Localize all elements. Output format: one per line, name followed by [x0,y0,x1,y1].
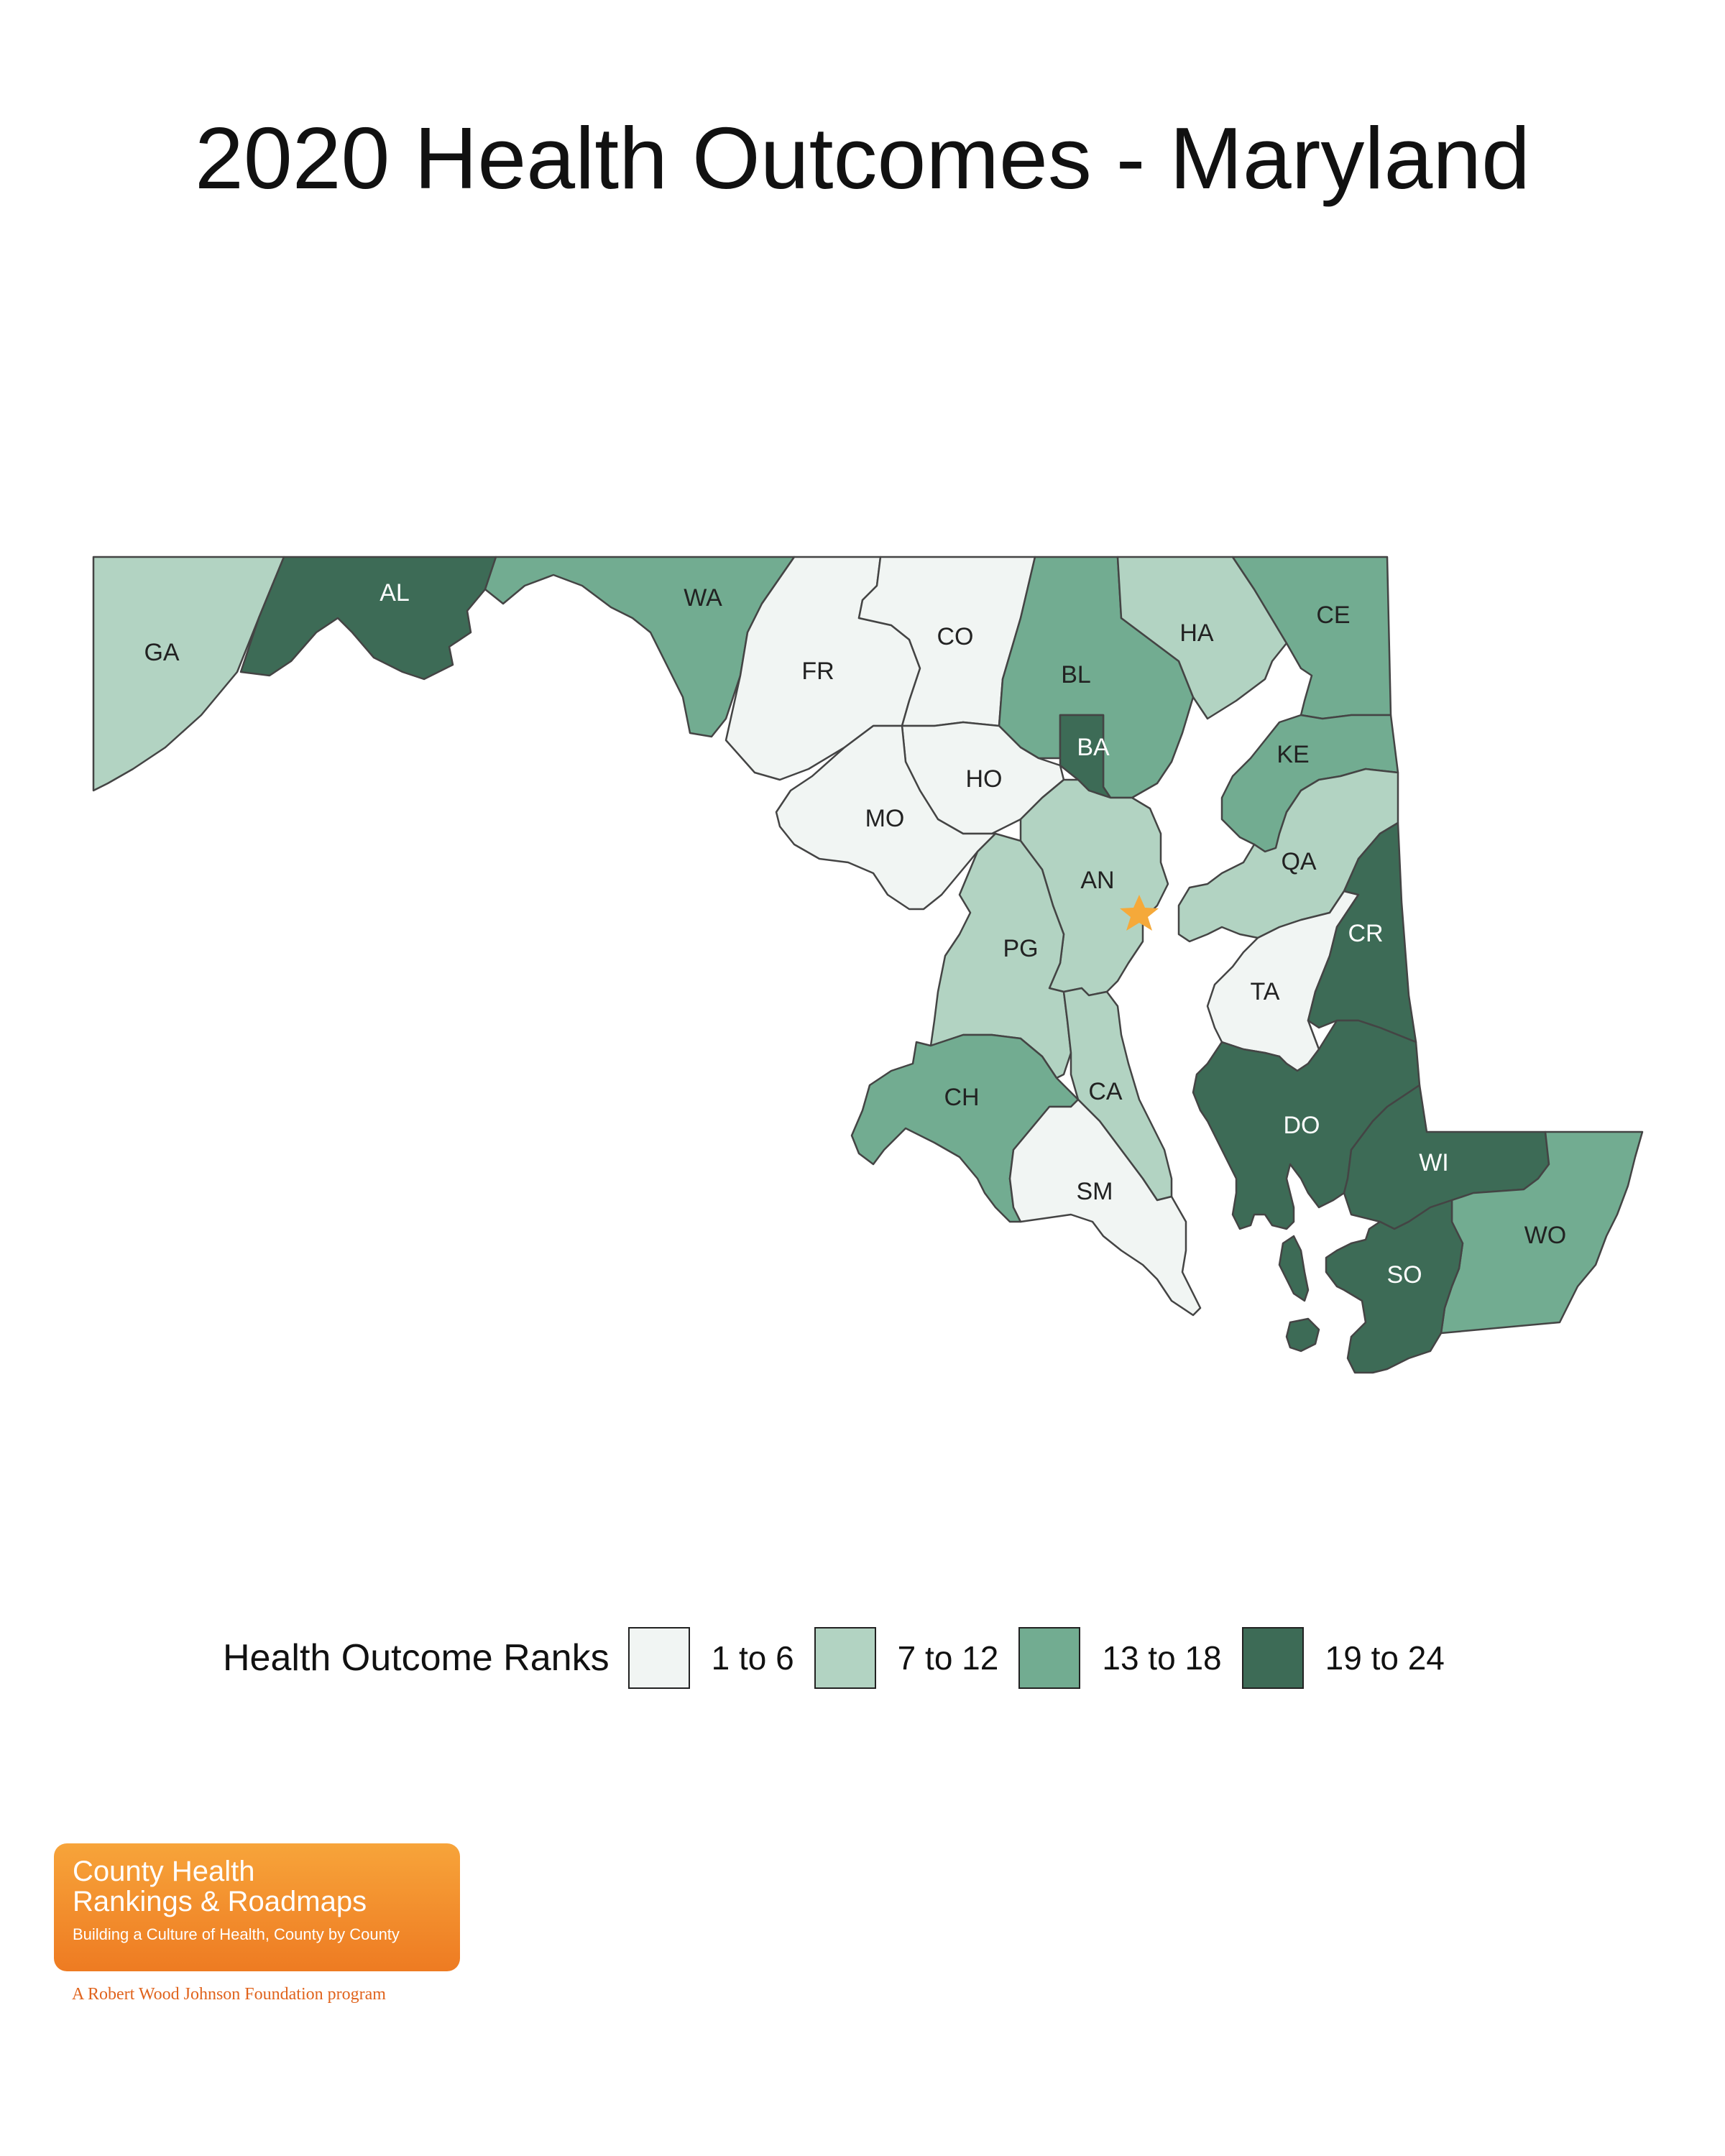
county-label-CE: CE [1316,602,1350,629]
county-label-MO: MO [865,805,905,832]
legend-label: 1 to 6 [711,1639,794,1677]
legend-label: 13 to 18 [1102,1639,1222,1677]
county-DO-island [1278,1235,1310,1302]
county-label-SO: SO [1386,1261,1422,1289]
county-label-WI: WI [1419,1149,1449,1176]
county-DO[interactable] [1192,1019,1421,1230]
county-label-SM: SM [1077,1178,1113,1205]
county-label-DO: DO [1284,1112,1320,1139]
county-CR[interactable] [1307,821,1417,1044]
county-label-CO: CO [937,623,974,650]
county-label-CR: CR [1348,920,1383,947]
county-label-KE: KE [1276,741,1309,768]
county-AL[interactable] [239,556,497,681]
county-label-BL: BL [1061,661,1091,688]
county-CH[interactable] [850,1033,1080,1223]
county-SM[interactable] [1008,1098,1202,1317]
legend-item-4: 19 to 24 [1241,1627,1445,1689]
capital-star-icon [1120,895,1159,931]
logo-subtitle: A Robert Wood Johnson Foundation program [72,1985,386,2004]
logo-tagline: Building a Culture of Health, County by … [73,1925,400,1943]
legend-swatch [1241,1627,1304,1689]
legend-swatch [814,1627,876,1689]
county-label-HO: HO [966,765,1003,793]
legend-item-1: 1 to 6 [627,1627,794,1689]
logo-line2: Rankings & Roadmaps [73,1886,367,1917]
legend: Health Outcome Ranks 1 to 6 7 to 12 13 t… [223,1626,1465,1690]
county-label-BA: BA [1077,734,1110,761]
county-MO[interactable] [775,724,997,911]
county-label-TA: TA [1251,978,1280,1005]
county-label-CH: CH [944,1084,979,1111]
legend-swatch [627,1627,690,1689]
legend-label: 19 to 24 [1325,1639,1445,1677]
county-label-CA: CA [1088,1078,1123,1105]
county-label-WA: WA [684,584,722,612]
legend-swatch [1018,1627,1081,1689]
county-label-PG: PG [1003,935,1038,962]
county-label-QA: QA [1281,848,1316,875]
map-title: 2020 Health Outcomes - Maryland [195,109,1530,207]
legend-label: 7 to 12 [897,1639,999,1677]
legend-item-2: 7 to 12 [814,1627,999,1689]
legend-title: Health Outcome Ranks [223,1637,610,1679]
county-label-WO: WO [1524,1222,1567,1249]
county-label-AL: AL [380,579,410,607]
chrr-logo: County Health Rankings & Roadmaps Buildi… [54,1843,460,1971]
county-label-AN: AN [1080,867,1114,894]
logo-line1: County Health [73,1856,255,1887]
legend-item-3: 13 to 18 [1018,1627,1222,1689]
county-label-HA: HA [1179,619,1214,647]
county-label-GA: GA [144,639,179,666]
county-label-FR: FR [801,658,834,685]
county-SO-island [1285,1317,1320,1353]
county-CA[interactable] [1062,987,1173,1202]
county-SO[interactable] [1325,1199,1464,1374]
